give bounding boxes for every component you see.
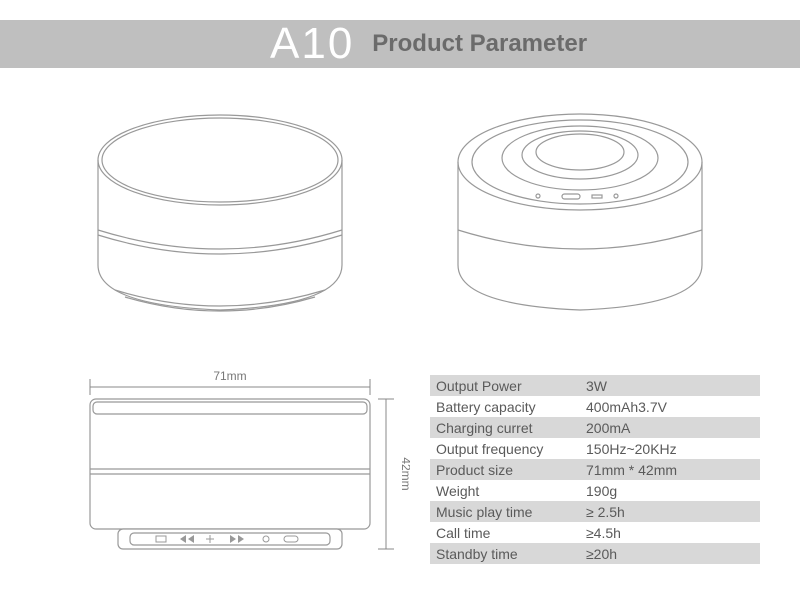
spec-row: Output Power3W [430,375,760,396]
illustration-row [0,90,800,350]
spec-label: Output frequency [430,438,580,459]
spec-label: Output Power [430,375,580,396]
spec-label: Battery capacity [430,396,580,417]
product-illustration-top [70,100,370,330]
spec-value: 200mA [580,417,760,438]
spec-value: ≥20h [580,543,760,564]
spec-table: Output Power3WBattery capacity400mAh3.7V… [430,375,760,564]
spec-value: 400mAh3.7V [580,396,760,417]
spec-row: Output frequency150Hz~20KHz [430,438,760,459]
width-dim-label: 71mm [213,369,246,383]
spec-label: Weight [430,480,580,501]
spec-row: Call time≥4.5h [430,522,760,543]
header-band: A10 Product Parameter [0,20,800,68]
model-label: A10 [270,19,354,69]
spec-value: ≥ 2.5h [580,501,760,522]
spec-row: Standby time≥20h [430,543,760,564]
spec-label: Charging curret [430,417,580,438]
dimension-diagram: 71mm [60,365,410,565]
spec-value: ≥4.5h [580,522,760,543]
height-dim-label: 42mm [399,457,410,490]
header-title: Product Parameter [372,30,587,58]
spec-row: Battery capacity400mAh3.7V [430,396,760,417]
spec-row: Product size71mm * 42mm [430,459,760,480]
spec-row: Charging curret200mA [430,417,760,438]
spec-value: 71mm * 42mm [580,459,760,480]
spec-label: Music play time [430,501,580,522]
spec-row: Music play time≥ 2.5h [430,501,760,522]
product-illustration-bottom [430,100,730,330]
spec-row: Weight190g [430,480,760,501]
spec-value: 150Hz~20KHz [580,438,760,459]
spec-label: Product size [430,459,580,480]
spec-value: 3W [580,375,760,396]
spec-value: 190g [580,480,760,501]
bottom-row: 71mm [0,365,800,585]
spec-label: Standby time [430,543,580,564]
spec-label: Call time [430,522,580,543]
